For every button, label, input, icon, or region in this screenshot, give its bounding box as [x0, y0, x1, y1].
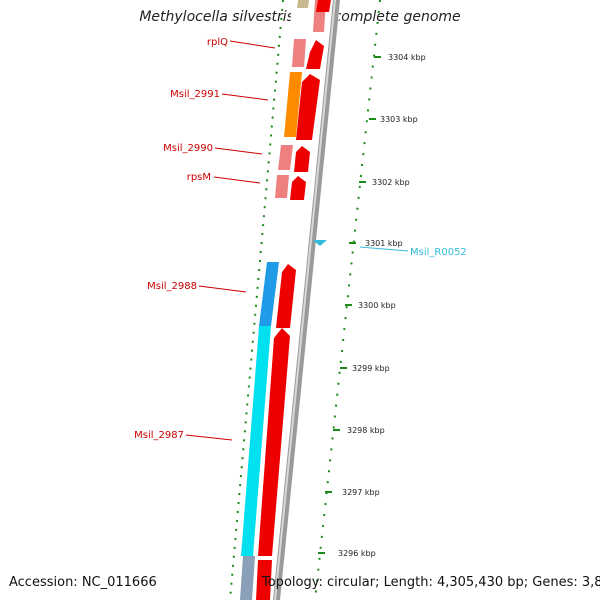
scale-label: 3298 kbp	[347, 426, 385, 435]
scale-label: 3302 kbp	[372, 178, 410, 187]
cds-arrow-rpsM[interactable]	[290, 176, 306, 200]
cds-arrow-msil-2987[interactable]	[258, 328, 290, 556]
accession-text: Accession: NC_011666	[9, 575, 157, 590]
leader-msil-2991	[221, 93, 269, 101]
leader-msil-r0052	[359, 246, 409, 252]
bottom-gene-fragment	[240, 556, 255, 600]
leader-rpsM	[213, 176, 261, 184]
cds-arrow-msil-2988[interactable]	[276, 264, 296, 328]
inner-dotted-ring	[229, 0, 284, 600]
gene-label-rpsM: rpsM	[187, 172, 211, 183]
scale-label: 3297 kbp	[342, 488, 380, 497]
leader-msil-2990	[214, 147, 263, 155]
leader-msil-2988	[198, 285, 247, 293]
gene-label-rplQ: rplQ	[207, 37, 228, 48]
gene-box-msil-2988[interactable]	[259, 262, 279, 326]
gene-label-msil-2990: Msil_2990	[163, 143, 213, 154]
outer-dotted-ring	[314, 0, 381, 600]
bottom-cds-fragment	[256, 560, 272, 600]
scale-label: 3300 kbp	[358, 301, 396, 310]
cds-arrow-rplQ[interactable]	[306, 40, 324, 69]
gene-box-rpsM[interactable]	[275, 175, 289, 198]
scale-label: 3301 kbp	[365, 239, 403, 248]
leader-rplQ	[229, 40, 276, 49]
gene-box-msil-2991[interactable]	[284, 72, 302, 137]
scale-label: 3303 kbp	[380, 115, 418, 124]
gene-label-msil-2991: Msil_2991	[170, 89, 220, 100]
gene-box-rplQ[interactable]	[292, 39, 306, 67]
gene-label-msil-2988: Msil_2988	[147, 281, 197, 292]
gene-label-msil-2987: Msil_2987	[134, 430, 184, 441]
genome-backbone-highlight	[274, 0, 336, 600]
cds-arrow-msil-2990[interactable]	[294, 146, 310, 172]
rna-label-msil-r0052: Msil_R0052	[410, 247, 467, 258]
leader-msil-2987	[185, 434, 233, 441]
top-cds-fragment	[316, 0, 331, 12]
gene-box-msil-2987[interactable]	[241, 326, 271, 556]
genome-stats-text: Topology: circular; Length: 4,305,430 bp…	[262, 575, 600, 590]
rna-marker-msil-r0052[interactable]	[313, 240, 327, 246]
cds-arrow-msil-2991[interactable]	[296, 74, 320, 140]
gene-box-msil-2990[interactable]	[278, 145, 293, 170]
scale-label: 3296 kbp	[338, 549, 376, 558]
scale-label: 3304 kbp	[388, 53, 426, 62]
top-gene-fragment	[297, 0, 309, 8]
scale-label: 3299 kbp	[352, 364, 390, 373]
